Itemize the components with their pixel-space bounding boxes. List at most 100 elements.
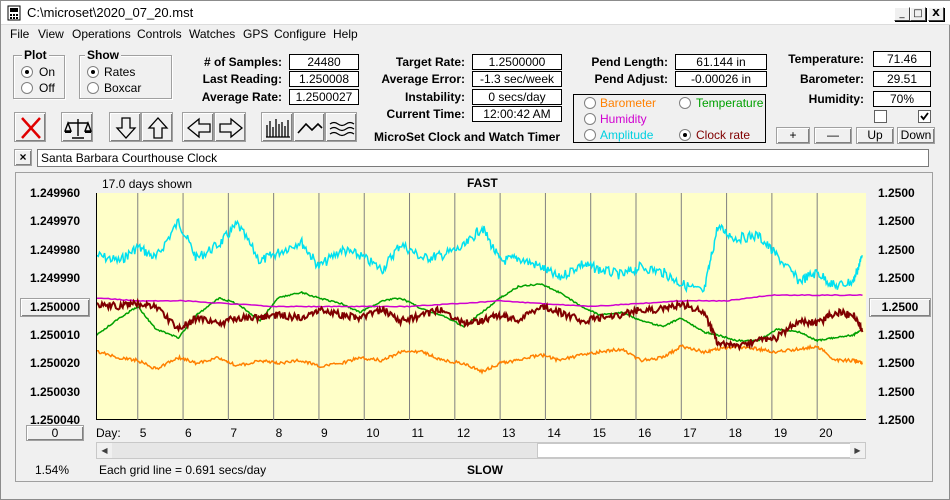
down-arrow-button[interactable] <box>109 112 141 142</box>
pend-length-label: Pend Length: <box>591 55 668 69</box>
series-line-temperature <box>97 283 863 343</box>
minus-button[interactable]: — <box>814 127 852 144</box>
series-line-clock-rate <box>97 297 864 352</box>
x-tick-label: 5 <box>139 426 147 440</box>
y-tick-label-right: 1.2500 <box>878 356 915 371</box>
x-tick-label: 8 <box>275 426 283 440</box>
legend-panel <box>573 94 766 143</box>
x-tick-label: 17 <box>683 426 697 440</box>
amplitude-radio[interactable] <box>584 129 596 141</box>
up-arrow-button[interactable] <box>141 112 173 142</box>
menu-operations[interactable]: Operations <box>72 27 131 41</box>
x-tick-label: 11 <box>411 426 424 440</box>
y-tick-label-right: 1.2500 <box>878 327 915 342</box>
plus-button[interactable]: + <box>776 127 810 144</box>
clear-name-button[interactable]: × <box>14 149 32 166</box>
y-tick-label-left: 1.250010 <box>30 327 81 342</box>
last-reading-field: 1.250008 <box>289 71 359 87</box>
show-rates-radio[interactable] <box>87 66 99 78</box>
show-group-title: Show <box>85 48 121 62</box>
days-shown-label: 17.0 days shown <box>102 177 193 191</box>
arrow-left-icon <box>186 117 211 139</box>
average-rate-field: 1.2500027 <box>289 89 359 105</box>
balance-button[interactable] <box>61 112 93 142</box>
bars-view-button[interactable] <box>261 112 293 142</box>
humidity-label: Humidity <box>600 112 647 126</box>
x-tick-label: 7 <box>230 426 238 440</box>
menu-file[interactable]: File <box>10 27 30 41</box>
y-tick-label-left: 1.250020 <box>30 356 81 371</box>
down-button[interactable]: Down <box>897 127 935 144</box>
window-title: C:\microset\2020_07_20.mst <box>27 5 194 20</box>
right-rate-button[interactable]: 1.2500 <box>869 298 931 317</box>
menu-watches[interactable]: Watches <box>189 27 236 41</box>
y-tick-label-left: 1.249980 <box>30 242 81 257</box>
menu-configure[interactable]: Configure <box>274 27 327 41</box>
plot-on-radio[interactable] <box>21 66 33 78</box>
app-icon <box>7 5 21 21</box>
instability-label: Instability: <box>404 90 465 104</box>
x-tick-label: 13 <box>502 426 516 440</box>
minimize-button[interactable]: _ <box>894 7 910 21</box>
pend-adjust-label: Pend Adjust: <box>594 72 668 86</box>
show-boxcar-radio[interactable] <box>87 82 99 94</box>
y-tick-label-left: 1.250030 <box>30 384 81 399</box>
x-tick-label: 19 <box>773 426 788 440</box>
close-button[interactable]: X <box>928 7 944 21</box>
x-tick-label: 15 <box>592 426 607 440</box>
y-tick-label-left: 1.250040 <box>30 413 81 427</box>
menu-view[interactable]: View <box>38 27 64 41</box>
line-graph-icon <box>297 122 323 134</box>
maximize-button[interactable]: □ <box>910 7 926 21</box>
humidity-radio[interactable] <box>584 113 596 125</box>
y-tick-label-right: 1.2500 <box>878 214 915 229</box>
scroll-left-arrow-icon[interactable]: ◀ <box>97 443 112 458</box>
checkmark-icon <box>920 112 929 121</box>
scroll-right-arrow-icon[interactable]: ▶ <box>850 443 865 458</box>
target-rate-label: Target Rate: <box>395 55 465 69</box>
x-tick-label: 12 <box>456 426 471 440</box>
menu-gps[interactable]: GPS <box>243 27 269 41</box>
temperature-radio[interactable] <box>679 97 691 109</box>
day-label: Day: <box>96 426 121 440</box>
barometer-reading-label: Barometer: <box>799 72 864 86</box>
up-button[interactable]: Up <box>856 127 894 144</box>
horizontal-scrollbar[interactable]: ◀ ▶ <box>96 442 866 459</box>
plot-off-radio[interactable] <box>21 82 33 94</box>
center-rate-button[interactable]: 1.250000 <box>20 298 90 317</box>
scales-icon <box>63 119 93 139</box>
pend-length-field[interactable]: 61.144 in <box>675 54 767 70</box>
right-arrow-button[interactable] <box>214 112 246 142</box>
clock-name-field[interactable]: Santa Barbara Courthouse Clock <box>37 149 929 167</box>
temperature-label: Temperature <box>696 96 764 110</box>
plot-area[interactable] <box>96 193 866 420</box>
plot-on-label: On <box>39 65 56 79</box>
menu-help[interactable]: Help <box>333 27 358 41</box>
left-arrow-button[interactable] <box>182 112 214 142</box>
y-tick-label-right: 1.2500 <box>878 413 915 427</box>
samples-label: # of Samples: <box>203 55 282 69</box>
menu-bar: File View Operations Controls Watches GP… <box>1 25 950 43</box>
wave-icon <box>329 121 355 137</box>
auto-checkbox-2[interactable] <box>918 110 931 123</box>
barometer-label: Barometer <box>600 96 657 110</box>
x-tick-label: 18 <box>728 426 742 440</box>
menu-controls[interactable]: Controls <box>137 27 182 41</box>
target-rate-field[interactable]: 1.2500000 <box>472 54 562 70</box>
plot-group-title: Plot <box>22 48 49 62</box>
line-view-button[interactable] <box>293 112 325 142</box>
scroll-thumb[interactable] <box>537 443 851 458</box>
app-name-label: MicroSet Clock and Watch Timer <box>374 130 561 144</box>
zero-button[interactable]: 0 <box>26 425 84 441</box>
series-line-amplitude <box>97 217 864 294</box>
clock-rate-radio[interactable] <box>679 129 691 141</box>
series-line-barometer <box>97 344 864 375</box>
barometer-field: 29.51 <box>873 71 931 87</box>
wave-view-button[interactable] <box>325 112 357 142</box>
barometer-radio[interactable] <box>584 97 596 109</box>
auto-checkbox-1[interactable] <box>874 110 887 123</box>
average-error-label: Average Error: <box>381 72 465 86</box>
grid-note-label: Each grid line = 0.691 secs/day <box>99 463 267 477</box>
stop-button[interactable] <box>14 112 46 142</box>
